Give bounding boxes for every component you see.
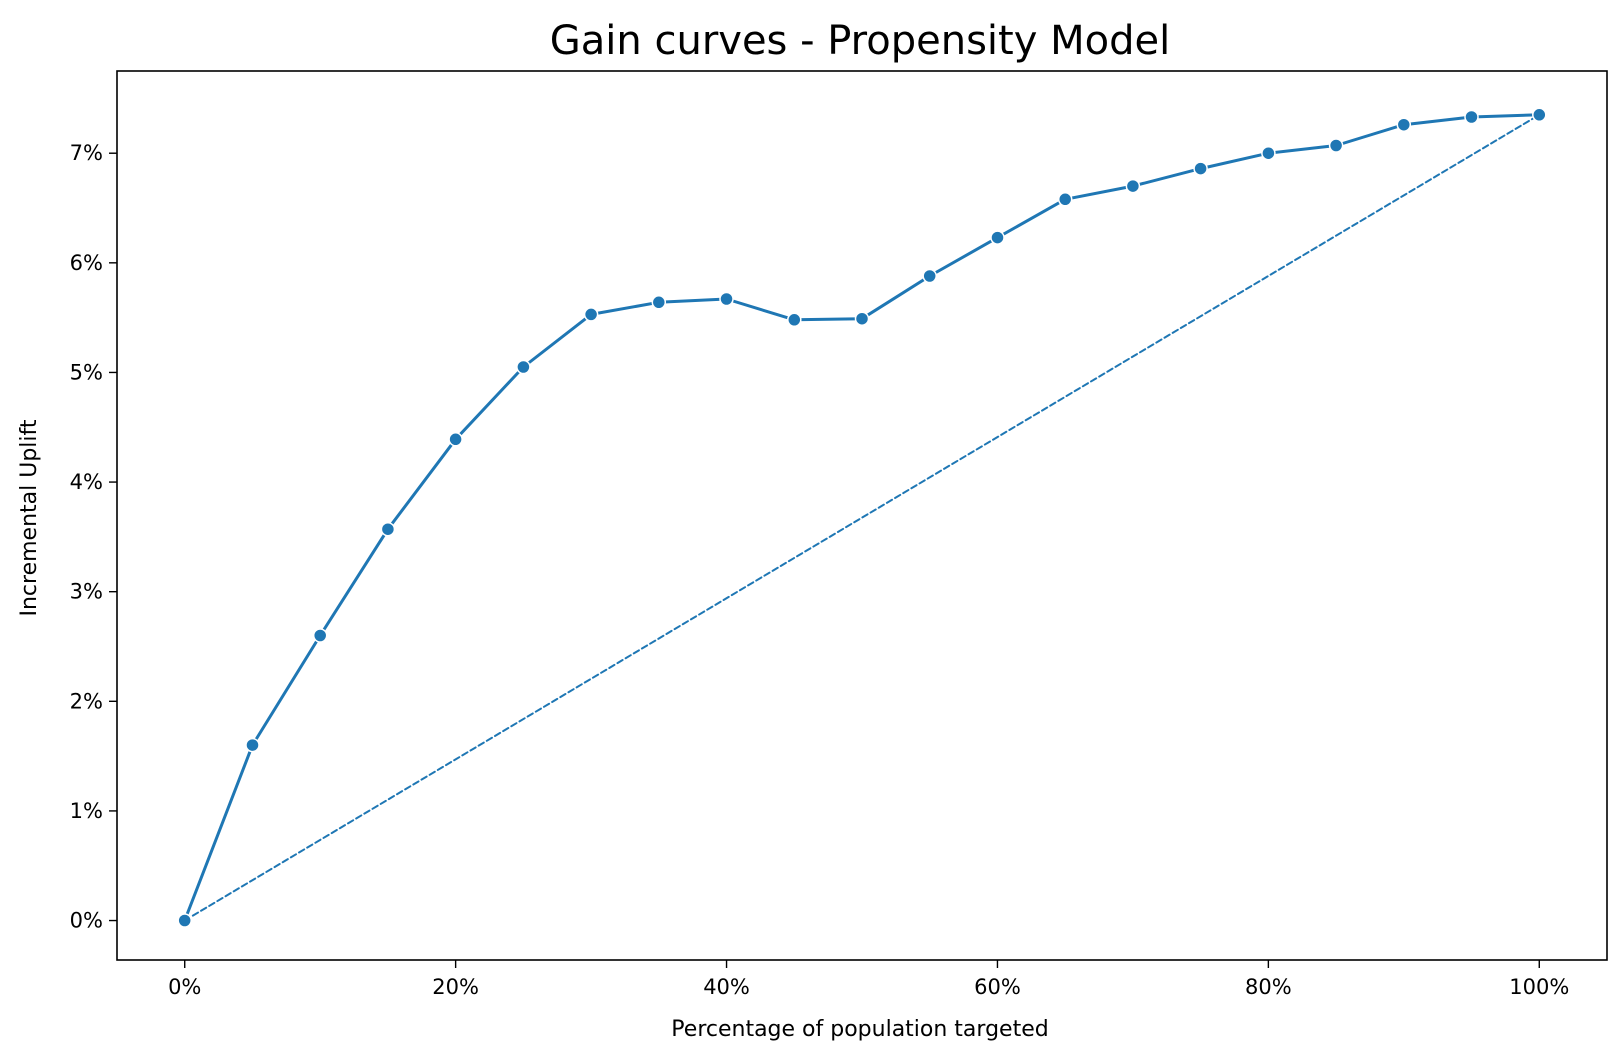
x-axis-label: Percentage of population targeted <box>671 1017 1048 1042</box>
data-point <box>1464 109 1479 125</box>
x-tick-label: 80% <box>1245 975 1292 999</box>
data-point <box>1125 178 1141 194</box>
data-point <box>1261 145 1276 161</box>
x-tick-label: 0% <box>168 975 201 999</box>
x-tick-label: 100% <box>1509 975 1569 999</box>
data-point <box>516 359 531 375</box>
baseline-dashed-line <box>183 113 1541 922</box>
x-tick-label: 60% <box>974 975 1021 999</box>
data-point <box>1396 117 1412 132</box>
y-tick-label: 5% <box>70 360 103 384</box>
data-point <box>380 521 396 537</box>
data-point <box>1193 161 1208 176</box>
y-tick-label: 3% <box>70 580 103 604</box>
y-tick-label: 0% <box>70 909 103 933</box>
chart-title: Gain curves - Propensity Model <box>550 18 1170 64</box>
y-tick-label: 2% <box>70 689 103 713</box>
y-axis-label: Incremental Uplift <box>17 419 42 616</box>
data-point <box>448 432 463 447</box>
x-axis-ticks: 0% 20% 40% 60% 80% 100% <box>168 960 1569 999</box>
data-point <box>854 311 870 326</box>
data-point <box>177 913 192 928</box>
data-point <box>1532 107 1547 123</box>
data-point <box>312 628 328 643</box>
data-point <box>583 307 599 322</box>
data-point <box>245 737 260 753</box>
data-point <box>1328 138 1344 153</box>
data-point <box>719 291 734 307</box>
data-point <box>922 268 937 284</box>
y-axis-ticks: 0% 1% 2% 3% 4% 5% 6% 7% <box>70 141 117 933</box>
x-tick-label: 40% <box>703 975 750 999</box>
data-point <box>787 312 802 328</box>
plot-frame <box>116 70 1608 961</box>
y-tick-label: 6% <box>70 251 103 275</box>
data-point <box>990 230 1005 245</box>
data-point <box>1057 192 1073 207</box>
y-tick-label: 7% <box>70 141 103 165</box>
x-tick-label: 20% <box>432 975 479 999</box>
data-point <box>651 295 667 310</box>
y-tick-label: 1% <box>70 799 103 823</box>
plot-area <box>116 70 1608 961</box>
y-tick-label: 4% <box>70 470 103 494</box>
